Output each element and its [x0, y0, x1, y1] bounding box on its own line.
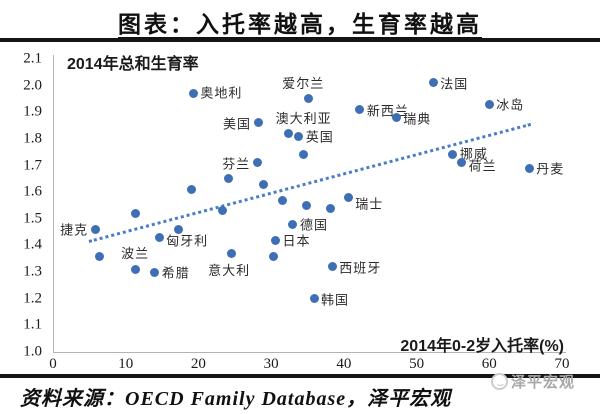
chart-title: 图表：入托率越高，生育率越高 — [118, 12, 482, 37]
data-point — [173, 224, 183, 234]
smiley-logo-icon — [491, 373, 508, 390]
point-label: 奥地利 — [200, 85, 243, 101]
point-label: 韩国 — [321, 292, 350, 308]
data-point — [95, 251, 105, 261]
data-point — [277, 195, 287, 205]
watermark: 泽平宏观 — [491, 371, 575, 392]
data-point — [428, 78, 438, 88]
data-point — [90, 224, 100, 234]
data-point — [524, 163, 534, 173]
data-point — [288, 219, 298, 229]
point-label: 匈牙利 — [166, 233, 209, 249]
point-label: 日本 — [282, 233, 311, 249]
data-point — [457, 158, 467, 168]
point-label: 冰岛 — [496, 97, 525, 113]
y-tick-label: 1.4 — [23, 236, 42, 253]
y-tick-label: 1.0 — [23, 343, 42, 360]
watermark-text: 泽平宏观 — [511, 374, 576, 391]
point-label: 丹麦 — [536, 161, 565, 177]
point-label: 法国 — [440, 76, 469, 92]
point-label: 德国 — [299, 217, 328, 233]
point-label: 英国 — [305, 129, 334, 145]
data-point — [327, 262, 337, 272]
point-label: 挪威 — [459, 146, 488, 162]
x-axis-line — [53, 352, 566, 353]
x-tick-label: 0 — [49, 356, 57, 372]
data-point — [284, 129, 294, 139]
data-point — [355, 105, 365, 115]
data-point — [303, 94, 313, 104]
x-tick-label: 40 — [336, 356, 352, 372]
data-point — [217, 206, 227, 216]
y-tick-label: 1.7 — [23, 157, 42, 174]
y-tick-label: 1.6 — [23, 183, 42, 200]
data-point — [130, 208, 140, 218]
y-tick-label: 1.3 — [23, 263, 42, 280]
point-label: 爱尔兰 — [282, 75, 325, 91]
data-point — [448, 150, 458, 160]
data-point — [154, 232, 164, 242]
y-axis-line — [53, 55, 54, 352]
point-label: 意大利 — [208, 263, 251, 279]
data-point — [258, 179, 268, 189]
x-tick-label: 30 — [263, 356, 279, 372]
y-tick-label: 2.1 — [23, 50, 42, 67]
y-tick-label: 1.2 — [23, 290, 42, 307]
data-point — [309, 294, 319, 304]
point-label: 芬兰 — [222, 156, 251, 172]
y-tick-label: 1.8 — [23, 130, 42, 147]
x-axis-title: 2014年0-2岁入托率(%) — [400, 338, 564, 355]
point-label: 西班牙 — [339, 260, 382, 276]
point-label: 捷克 — [60, 222, 89, 238]
data-point — [298, 150, 308, 160]
point-label: 瑞典 — [403, 111, 432, 127]
point-label: 波兰 — [121, 246, 150, 262]
data-point — [294, 131, 304, 141]
point-label: 希腊 — [161, 265, 190, 281]
footer-rule — [0, 374, 600, 378]
y-axis-title: 2014年总和生育率 — [67, 56, 199, 73]
data-point — [130, 264, 140, 274]
data-point — [268, 251, 278, 261]
point-label: 澳大利亚 — [275, 110, 332, 126]
header-rule — [0, 38, 600, 42]
y-tick-label: 1.1 — [23, 316, 42, 333]
x-tick-label: 60 — [481, 356, 497, 372]
point-label: 瑞士 — [355, 196, 384, 211]
data-point — [188, 89, 198, 99]
point-label: 美国 — [223, 116, 252, 132]
data-point — [226, 248, 236, 258]
source-text: 资料来源：OECD Family Database，泽平宏观 — [20, 388, 452, 410]
data-point — [302, 201, 312, 210]
data-point — [484, 99, 494, 109]
data-point — [253, 118, 263, 128]
x-tick-label: 10 — [118, 356, 134, 372]
data-point — [223, 174, 233, 184]
data-point — [271, 235, 280, 245]
x-tick-label: 20 — [190, 356, 206, 372]
data-point — [252, 158, 262, 168]
data-point — [150, 267, 160, 277]
point-label: 荷兰 — [468, 158, 497, 174]
data-point — [391, 113, 401, 123]
data-point — [343, 193, 353, 202]
y-tick-label: 1.9 — [23, 103, 42, 120]
data-point — [326, 203, 336, 213]
data-point — [186, 185, 196, 195]
y-tick-label: 1.5 — [23, 210, 42, 227]
y-tick-label: 2.0 — [23, 77, 42, 94]
x-tick-label: 70 — [554, 356, 570, 372]
x-tick-label: 50 — [409, 356, 425, 372]
